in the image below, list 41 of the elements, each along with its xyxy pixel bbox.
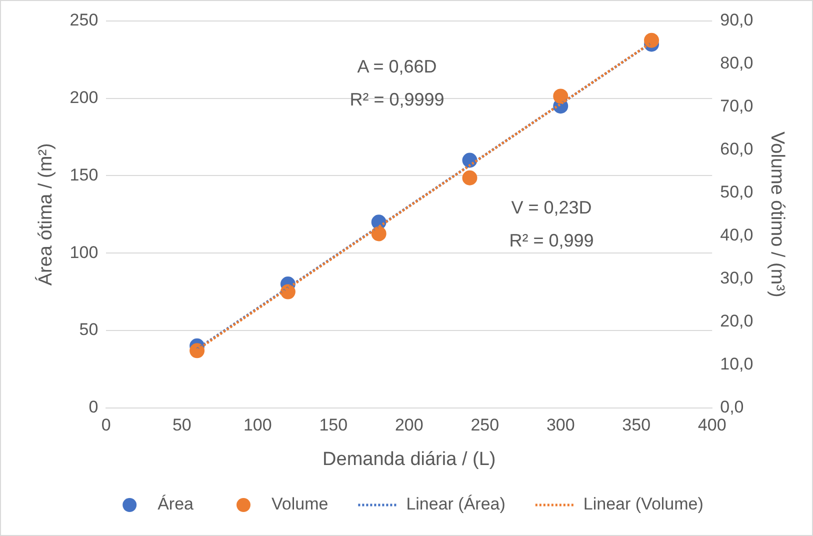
x-tick-label: 200 [394,416,424,435]
annotation: V = 0,23D [511,198,592,218]
y-axis-title: Área ótima / (m²) [34,143,57,286]
y-tick-label: 150 [70,165,98,184]
y2-tick-label: 20,0 [720,312,754,331]
y2-tick-label: 30,0 [720,268,754,288]
annotation: A = 0,66D [357,56,437,76]
y-tick-label: 50 [79,320,98,340]
y2-tick-label: 50,0 [720,182,754,202]
legend-label: Área [158,494,194,514]
y2-tick-label: 80,0 [720,54,754,73]
y-tick-label: 250 [70,10,98,30]
point [644,32,660,48]
point [462,170,478,186]
point [190,343,205,358]
annotation: R² = 0,999 [509,230,594,250]
x-tick-label: 250 [470,416,500,435]
y2-tick-label: 60,0 [720,140,754,159]
y2-tick-label: 90,0 [720,10,754,30]
x-tick-label: 100 [243,416,272,435]
y2-axis-title: Volume ótimo / (m³) [766,132,788,298]
x-tick-label: 400 [698,416,726,435]
x-axis-title: Demanda diária / (L) [322,448,496,470]
x-tick-label: 50 [172,416,192,435]
legend-label: Linear (Volume) [583,494,704,514]
legend-label: Linear (Área) [406,494,506,514]
y-tick-label: 200 [70,88,98,108]
annotation: R² = 0,9999 [350,89,444,110]
point [371,226,386,242]
x-tick-label: 150 [319,416,348,435]
y2-tick-label: 0,0 [720,397,744,416]
x-tick-label: 0 [101,416,111,435]
x-tick-label: 350 [622,416,651,435]
y-tick-label: 0 [88,397,98,416]
y2-tick-label: 10,0 [720,354,754,374]
y2-tick-label: 40,0 [720,226,754,245]
y2-tick-label: 70,0 [720,96,754,116]
y-tick-label: 100 [70,242,98,262]
x-tick-label: 300 [546,416,575,435]
point [553,88,568,104]
legend-label: Volume [271,494,328,514]
